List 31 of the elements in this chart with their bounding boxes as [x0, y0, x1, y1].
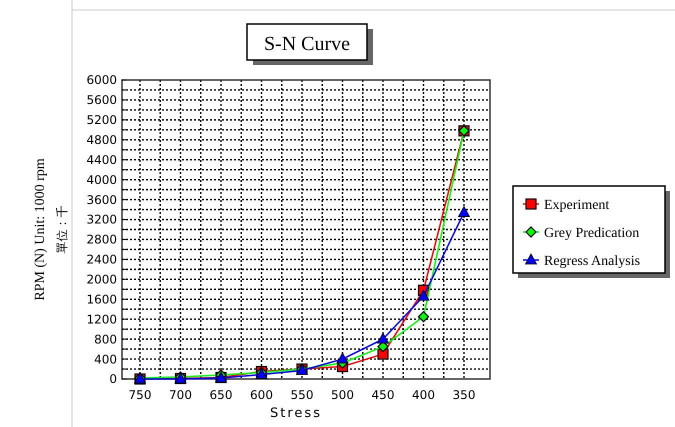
y-tick-label: 4800 [86, 133, 117, 147]
y-tick-label: 800 [94, 332, 117, 346]
x-tick-label: 750 [128, 388, 152, 402]
x-tick-label: 350 [452, 388, 476, 402]
x-tick-label: 450 [372, 388, 394, 402]
y-tick-label: 3200 [86, 212, 117, 227]
y-tick-label: 4000 [86, 172, 117, 187]
y-tick-label: 2400 [86, 252, 117, 267]
chart-title: S-N Curve [264, 33, 350, 55]
x-tick-label: 650 [210, 388, 232, 402]
x-tick-label: 550 [290, 388, 314, 402]
y-tick-label: 5200 [86, 113, 117, 128]
y-tick-label: 5600 [86, 93, 117, 108]
y-tick-label: 2800 [86, 232, 117, 247]
x-tick-label: 700 [169, 388, 192, 402]
y-tick-label: 3600 [86, 192, 117, 207]
y-tick-label: 6000 [86, 73, 117, 88]
legend-label: Grey Predication [544, 226, 640, 241]
y-axis-title: RPM (N) Unit: 1000 rpm 單位：千 [33, 158, 69, 301]
x-tick-label: 500 [331, 388, 354, 402]
x-tick-label: 400 [412, 388, 435, 402]
y-tick-label: 2000 [86, 272, 117, 287]
x-tick-label: 600 [250, 388, 273, 402]
legend-label: Regress Analysis [544, 254, 640, 269]
y-tick-label: 400 [94, 352, 117, 366]
y-tick-label: 1600 [86, 292, 117, 306]
x-axis-title: Stress [270, 406, 322, 421]
y-tick-label: 1200 [86, 312, 117, 326]
legend-label: Experiment [544, 198, 610, 213]
y-tick-label: 0 [109, 372, 117, 386]
y-tick-label: 4400 [86, 152, 117, 167]
